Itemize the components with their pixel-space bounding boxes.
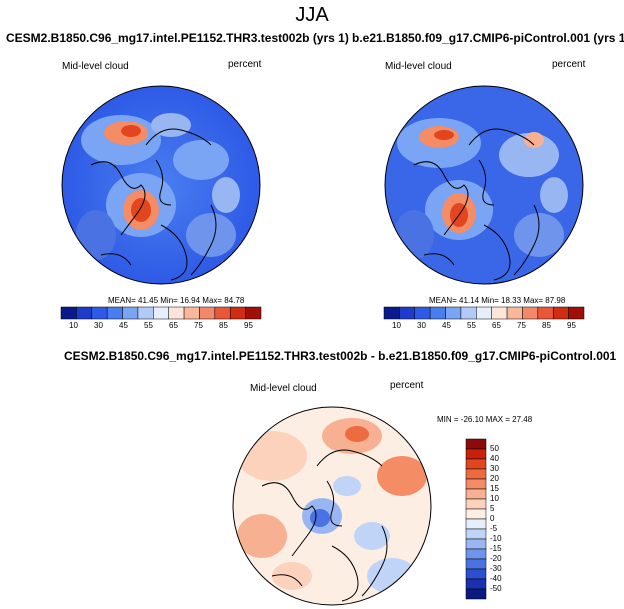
diff-variable-label: Mid-level cloud xyxy=(250,383,317,394)
colorbar-tick-label: 85 xyxy=(542,321,551,330)
colorbar-swatch xyxy=(465,578,487,590)
colorbar-tick-label: 5 xyxy=(490,504,495,513)
colorbar-swatch xyxy=(465,518,487,530)
colorbar-tick-label: -10 xyxy=(490,534,502,543)
diff-colorbar-labels: 50 40 30 20 15 10 5 0 -5 -10 -15 -20 -30 -40 -50 xyxy=(490,439,520,599)
colorbar-swatch xyxy=(465,588,487,600)
colorbar-tick-label: 10 xyxy=(392,321,401,330)
colorbar-tick-label: 20 xyxy=(490,474,499,483)
colorbar-tick-label: 55 xyxy=(144,321,153,330)
colorbar-tick-label: 55 xyxy=(467,321,476,330)
colorbar-swatch xyxy=(229,306,246,320)
colorbar-swatch xyxy=(465,508,487,520)
colorbar-swatch xyxy=(568,306,585,320)
colorbar-tick-label: -30 xyxy=(490,564,502,573)
diff-colorbar xyxy=(465,438,487,600)
colorbar-swatch xyxy=(476,306,492,320)
colorbar-tick-label: 15 xyxy=(490,484,499,493)
colorbar-swatch xyxy=(465,448,487,460)
diff-stats: MIN = -26.10 MAX = 27.48 xyxy=(437,415,533,424)
colorbar-swatch xyxy=(399,306,416,320)
panel1-run-title: CESM2.B1850.C96_mg17.intel.PE1152.THR3.t… xyxy=(6,31,349,45)
diff-run-title: CESM2.B1850.C96_mg17.intel.PE1152.THR3.t… xyxy=(64,349,617,363)
colorbar-swatch xyxy=(465,438,487,450)
colorbar-swatch xyxy=(491,306,508,320)
colorbar-swatch xyxy=(168,306,185,320)
colorbar-swatch xyxy=(465,538,487,550)
colorbar-swatch xyxy=(460,306,477,320)
colorbar-swatch xyxy=(465,458,487,470)
panel2-colorbar xyxy=(383,306,585,320)
colorbar-swatch xyxy=(552,306,569,320)
colorbar-swatch xyxy=(199,306,216,320)
colorbar-tick-label: -15 xyxy=(490,544,502,553)
colorbar-swatch xyxy=(60,306,77,320)
colorbar-swatch xyxy=(122,306,139,320)
colorbar-tick-label: 40 xyxy=(490,454,499,463)
colorbar-swatch xyxy=(465,558,487,570)
colorbar-swatch xyxy=(183,306,200,320)
colorbar-swatch xyxy=(429,306,446,320)
colorbar-swatch xyxy=(465,548,487,560)
panel2-stats: MEAN= 41.14 Min= 18.33 Max= 87.98 xyxy=(429,296,566,305)
colorbar-swatch xyxy=(76,306,93,320)
diff-polar-map xyxy=(232,406,432,606)
colorbar-tick-label: 95 xyxy=(244,321,253,330)
colorbar-tick-label: 65 xyxy=(169,321,178,330)
colorbar-tick-label: 65 xyxy=(492,321,501,330)
colorbar-swatch xyxy=(214,306,231,320)
panel1-colorbar-labels: 10 30 45 55 65 75 85 95 xyxy=(61,321,261,333)
colorbar-swatch xyxy=(414,306,431,320)
colorbar-swatch xyxy=(465,468,487,480)
colorbar-tick-label: -40 xyxy=(490,574,502,583)
colorbar-tick-label: -50 xyxy=(490,584,502,593)
colorbar-tick-label: 30 xyxy=(417,321,426,330)
colorbar-tick-label: 45 xyxy=(119,321,128,330)
colorbar-tick-label: -5 xyxy=(490,524,498,533)
colorbar-swatch xyxy=(153,306,169,320)
panel2-variable-label: Mid-level cloud xyxy=(385,61,452,72)
colorbar-tick-label: 85 xyxy=(219,321,228,330)
panel1-units-label: percent xyxy=(228,59,262,70)
colorbar-tick-label: 45 xyxy=(442,321,451,330)
colorbar-tick-label: 30 xyxy=(94,321,103,330)
colorbar-swatch xyxy=(465,488,487,500)
colorbar-swatch xyxy=(137,306,154,320)
panel1-variable-label: Mid-level cloud xyxy=(62,61,129,72)
colorbar-swatch xyxy=(106,306,123,320)
colorbar-tick-label: 50 xyxy=(490,444,499,453)
colorbar-swatch xyxy=(465,498,487,510)
colorbar-swatch xyxy=(506,306,523,320)
colorbar-swatch xyxy=(91,306,108,320)
colorbar-swatch xyxy=(445,306,462,320)
colorbar-swatch xyxy=(465,568,487,580)
panel1-colorbar xyxy=(60,306,262,320)
colorbar-swatch xyxy=(383,306,400,320)
panel1-stats: MEAN= 41.45 Min= 16.94 Max= 84.78 xyxy=(108,296,245,305)
panel2-run-title: b.e21.B1850.f09_g17.CMIP6-piControl.001 … xyxy=(352,31,624,45)
colorbar-tick-label: 10 xyxy=(490,494,499,503)
season-title: JJA xyxy=(295,4,329,26)
colorbar-swatch xyxy=(522,306,539,320)
colorbar-swatch xyxy=(245,306,262,320)
panel2-units-label: percent xyxy=(552,59,586,70)
colorbar-swatch xyxy=(537,306,554,320)
colorbar-swatch xyxy=(465,528,487,540)
diff-units-label: percent xyxy=(390,380,424,391)
colorbar-tick-label: -20 xyxy=(490,554,502,563)
colorbar-tick-label: 10 xyxy=(69,321,78,330)
panel1-polar-map xyxy=(61,85,261,285)
colorbar-swatch xyxy=(465,478,487,490)
panel2-polar-map xyxy=(384,85,584,285)
colorbar-tick-label: 75 xyxy=(194,321,203,330)
panel2-colorbar-labels: 10 30 45 55 65 75 85 95 xyxy=(384,321,584,333)
colorbar-tick-label: 75 xyxy=(517,321,526,330)
colorbar-tick-label: 0 xyxy=(490,514,495,523)
colorbar-tick-label: 95 xyxy=(567,321,576,330)
colorbar-tick-label: 30 xyxy=(490,464,499,473)
